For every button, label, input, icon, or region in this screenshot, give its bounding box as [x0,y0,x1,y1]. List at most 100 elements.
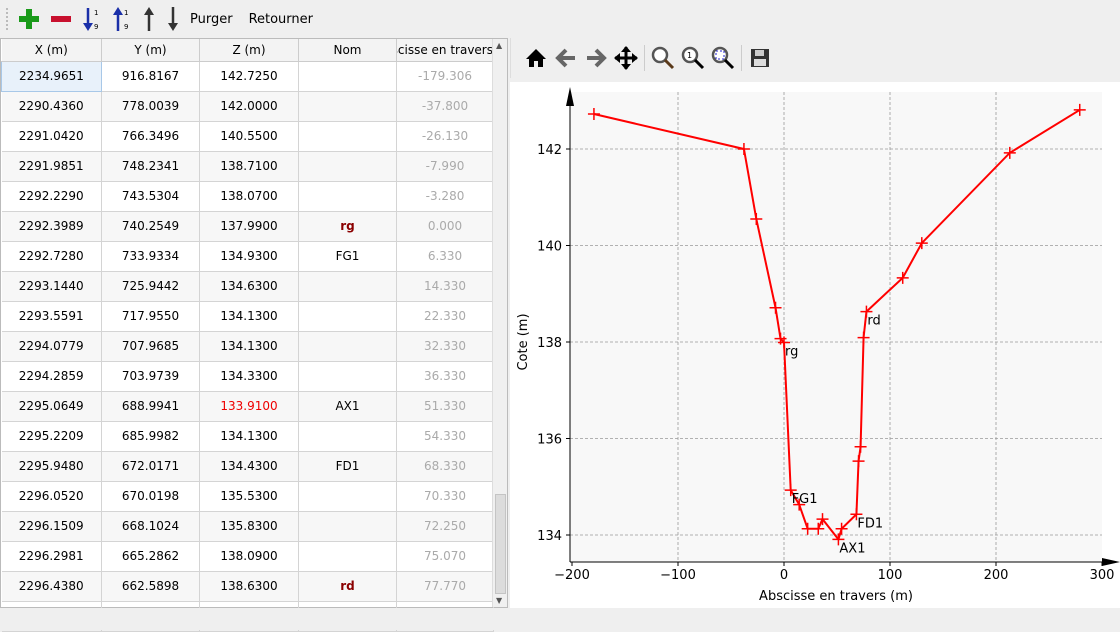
x-cell[interactable]: 2294.2859 [1,361,102,392]
x-cell[interactable]: 2234.9651 [1,60,102,92]
z-cell[interactable]: 134.9300 [199,241,299,272]
x-cell[interactable]: 2292.3989 [1,211,102,242]
purge-button[interactable]: Purger [190,11,233,27]
name-cell[interactable] [298,151,397,182]
pan-button[interactable] [611,43,641,73]
toolbar-grip[interactable] [6,8,10,30]
z-cell[interactable]: 142.0000 [199,91,299,122]
column-header[interactable]: Abscisse en travers [396,39,494,62]
table-row[interactable]: 2296.2981 665.2862 138.0900 75.070 [1,541,494,572]
table-row[interactable]: 2295.0649 688.9941 133.9100 AX1 51.330 [1,391,494,422]
z-cell[interactable]: 140.5500 [199,121,299,152]
y-cell[interactable]: 672.0171 [101,451,200,482]
table-row[interactable]: 2296.1509 668.1024 135.8300 72.250 [1,511,494,542]
z-cell[interactable]: 142.7250 [199,61,299,92]
vertical-scrollbar[interactable]: ▲ ▼ [492,39,507,607]
name-cell[interactable] [298,181,397,212]
table-row[interactable]: 2293.5591 717.9550 134.1300 22.330 [1,301,494,332]
y-cell[interactable]: 717.9550 [101,301,200,332]
z-cell[interactable]: 134.1300 [199,421,299,452]
z-cell[interactable]: 138.7100 [199,151,299,182]
x-cell[interactable]: 2296.0520 [1,481,102,512]
cross-section-chart[interactable]: −200 −100 0 100 200 300 134 136 138 140 142 rg FG1 AX… [510,82,1120,608]
y-cell[interactable]: 725.9442 [101,271,200,302]
y-cell[interactable]: 688.9941 [101,391,200,422]
y-cell[interactable]: 662.5898 [101,571,200,602]
name-cell[interactable] [298,61,397,92]
table-row[interactable]: 2292.7280 733.9334 134.9300 FG1 6.330 [1,241,494,272]
add-row-button[interactable] [18,4,40,34]
table-row[interactable]: 2296.0520 670.0198 135.5300 70.330 [1,481,494,512]
abscissa-cell[interactable]: 68.330 [396,451,494,482]
save-button[interactable] [745,43,775,73]
abscissa-cell[interactable]: 51.330 [396,391,494,422]
home-button[interactable] [521,43,551,73]
back-button[interactable] [551,43,581,73]
y-cell[interactable]: 707.9685 [101,331,200,362]
y-cell[interactable]: 748.2341 [101,151,200,182]
move-up-button[interactable] [142,4,156,34]
z-cell[interactable]: 138.0900 [199,541,299,572]
z-cell[interactable]: 134.1300 [199,301,299,332]
z-cell[interactable]: 133.9100 [199,391,299,422]
y-cell[interactable]: 665.2862 [101,541,200,572]
forward-button[interactable] [581,43,611,73]
name-cell[interactable] [298,91,397,122]
column-header[interactable]: Y (m) [101,39,200,62]
move-down-button[interactable] [166,4,180,34]
column-header[interactable]: X (m) [1,39,102,62]
zoom-fit-button[interactable] [708,43,738,73]
table-row[interactable]: 2292.3989 740.2549 137.9900 rg 0.000 [1,211,494,242]
abscissa-cell[interactable]: 77.770 [396,571,494,602]
table-row[interactable]: 2291.9851 748.2341 138.7100 -7.990 [1,151,494,182]
table-row[interactable]: 2292.2290 743.5304 138.0700 -3.280 [1,181,494,212]
y-cell[interactable]: 743.5304 [101,181,200,212]
abscissa-cell[interactable]: 0.000 [396,211,494,242]
name-cell[interactable] [298,331,397,362]
name-cell[interactable] [298,121,397,152]
z-cell[interactable]: 134.6300 [199,271,299,302]
table-row[interactable]: 2290.4360 778.0039 142.0000 -37.800 [1,91,494,122]
z-cell[interactable]: 137.9900 [199,211,299,242]
table-row[interactable]: 2234.9651 916.8167 142.7250 -179.306 [1,60,494,92]
table-row[interactable]: 2295.2209 685.9982 134.1300 54.330 [1,421,494,452]
abscissa-cell[interactable]: -179.306 [396,61,494,92]
abscissa-cell[interactable]: 72.250 [396,511,494,542]
name-cell[interactable] [298,541,397,572]
abscissa-cell[interactable]: -7.990 [396,151,494,182]
name-cell[interactable] [298,271,397,302]
y-cell[interactable]: 685.9982 [101,421,200,452]
x-cell[interactable]: 2291.0420 [1,121,102,152]
table-row[interactable]: 2296.4380 662.5898 138.6300 rd 77.770 [1,571,494,602]
name-cell[interactable]: rg [298,211,397,242]
x-cell[interactable]: 2290.4360 [1,91,102,122]
scroll-up-arrow[interactable]: ▲ [496,41,503,50]
y-cell[interactable]: 733.9334 [101,241,200,272]
abscissa-cell[interactable]: -3.280 [396,181,494,212]
y-cell[interactable]: 668.1024 [101,511,200,542]
x-cell[interactable]: 2292.2290 [1,181,102,212]
x-cell[interactable]: 2291.9851 [1,151,102,182]
abscissa-cell[interactable]: 54.330 [396,421,494,452]
name-cell[interactable] [298,511,397,542]
name-cell[interactable]: FD1 [298,451,397,482]
name-cell[interactable] [298,421,397,452]
table-row[interactable]: 2294.2859 703.9739 134.3300 36.330 [1,361,494,392]
table-row[interactable]: 2294.0779 707.9685 134.1300 32.330 [1,331,494,362]
z-cell[interactable]: 138.6300 [199,571,299,602]
table-row[interactable]: 2291.0420 766.3496 140.5500 -26.130 [1,121,494,152]
z-cell[interactable]: 134.1300 [199,331,299,362]
abscissa-cell[interactable]: -26.130 [396,121,494,152]
scrollbar-thumb[interactable] [495,494,506,594]
y-cell[interactable]: 670.0198 [101,481,200,512]
name-cell[interactable]: FG1 [298,241,397,272]
y-cell[interactable]: 778.0039 [101,91,200,122]
abscissa-cell[interactable]: 70.330 [396,481,494,512]
name-cell[interactable]: rd [298,571,397,602]
x-cell[interactable]: 2293.5591 [1,301,102,332]
table-row[interactable]: 2295.9480 672.0171 134.4300 FD1 68.330 [1,451,494,482]
scroll-down-arrow[interactable]: ▼ [496,596,503,605]
name-cell[interactable] [298,361,397,392]
